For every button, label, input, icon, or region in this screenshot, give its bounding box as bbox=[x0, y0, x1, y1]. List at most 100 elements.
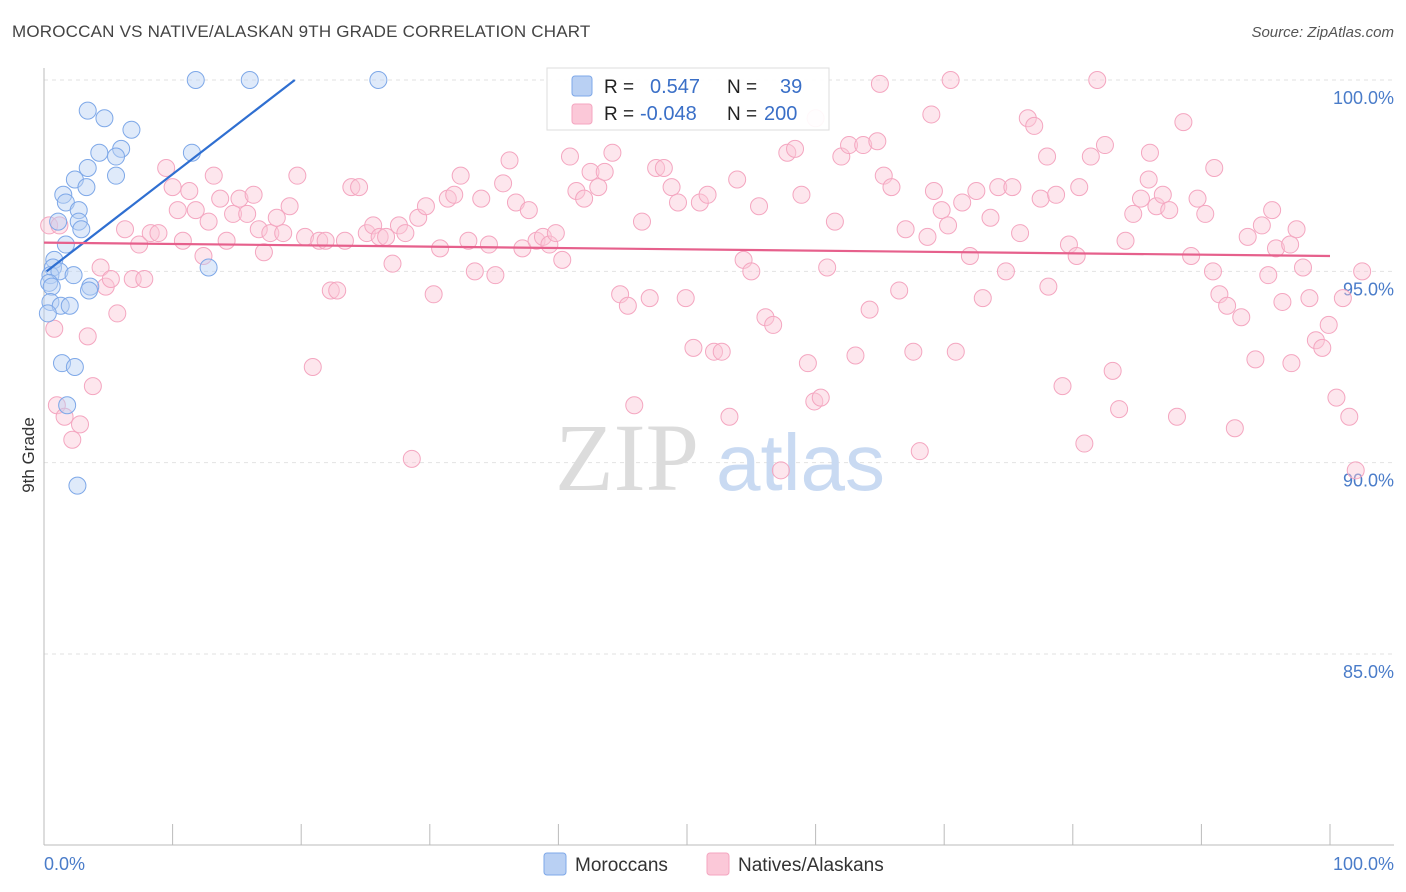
data-point bbox=[560, 147, 579, 166]
data-point bbox=[1174, 113, 1193, 132]
data-point bbox=[199, 258, 218, 277]
data-point bbox=[72, 220, 91, 239]
data-point bbox=[1196, 204, 1215, 223]
stats-n-value-1: 39 bbox=[780, 76, 802, 98]
watermark-zip: ZIP bbox=[555, 404, 699, 511]
stats-n-value-2: 200 bbox=[764, 103, 797, 125]
trend-lines bbox=[43, 79, 1331, 273]
data-point bbox=[1039, 277, 1058, 296]
data-point bbox=[60, 296, 79, 315]
data-point bbox=[1259, 266, 1278, 285]
data-point bbox=[1081, 147, 1100, 166]
data-point bbox=[896, 220, 915, 239]
stats-r-label-2: R = bbox=[604, 104, 634, 125]
data-point bbox=[1232, 308, 1251, 327]
data-point bbox=[618, 296, 637, 315]
data-point bbox=[249, 220, 268, 239]
data-point bbox=[163, 178, 182, 197]
data-point bbox=[846, 346, 865, 365]
data-point bbox=[71, 415, 90, 434]
data-point bbox=[575, 189, 594, 208]
legend-label-natives: Natives/Alaskans bbox=[738, 855, 884, 876]
y-axis-ticks: 100.0% 95.0% 90.0% 85.0% bbox=[1333, 88, 1394, 682]
data-point bbox=[91, 258, 110, 277]
data-point bbox=[186, 201, 205, 220]
data-point bbox=[204, 166, 223, 185]
data-point bbox=[595, 162, 614, 181]
data-point bbox=[238, 204, 257, 223]
data-point bbox=[486, 266, 505, 285]
y-tick-label: 95.0% bbox=[1343, 279, 1394, 299]
stats-r-value-1: 0.547 bbox=[650, 76, 700, 98]
stats-n-label-1: N = bbox=[727, 77, 757, 98]
data-point bbox=[389, 216, 408, 235]
data-point bbox=[141, 224, 160, 243]
data-point bbox=[1018, 109, 1037, 128]
data-point bbox=[494, 174, 513, 193]
data-point bbox=[632, 212, 651, 231]
data-point bbox=[267, 208, 286, 227]
data-point bbox=[396, 224, 415, 243]
data-point bbox=[581, 162, 600, 181]
data-point bbox=[589, 178, 608, 197]
stats-box: R = 0.547 N = 39 R = -0.048 N = 200 bbox=[546, 67, 830, 131]
data-point bbox=[90, 143, 109, 162]
data-point bbox=[186, 71, 205, 89]
legend-label-moroccans: Moroccans bbox=[575, 855, 668, 876]
data-point bbox=[1075, 434, 1094, 453]
data-point bbox=[78, 327, 97, 346]
data-point bbox=[904, 342, 923, 361]
stats-swatch-natives bbox=[571, 103, 593, 125]
data-point bbox=[712, 342, 731, 361]
data-point bbox=[41, 266, 60, 285]
stats-r-value-2: -0.048 bbox=[640, 103, 697, 125]
data-point bbox=[1188, 189, 1207, 208]
data-point bbox=[38, 304, 57, 323]
data-point bbox=[402, 449, 421, 468]
data-point bbox=[68, 476, 87, 495]
data-point bbox=[108, 304, 127, 323]
data-point bbox=[107, 147, 126, 166]
data-point bbox=[1025, 116, 1044, 135]
source-label: Source: ZipAtlas.com bbox=[1251, 24, 1394, 41]
data-point bbox=[684, 338, 703, 357]
data-point bbox=[720, 407, 739, 426]
data-point bbox=[882, 178, 901, 197]
data-point bbox=[80, 281, 99, 300]
stats-r-label-1: R = bbox=[604, 77, 634, 98]
x-tick-label-left: 0.0% bbox=[44, 854, 85, 874]
data-point bbox=[756, 308, 775, 327]
data-point bbox=[288, 166, 307, 185]
data-point bbox=[1266, 239, 1285, 258]
data-point bbox=[811, 388, 830, 407]
data-point bbox=[63, 430, 82, 449]
data-point bbox=[168, 201, 187, 220]
data-point bbox=[1313, 338, 1332, 357]
data-point bbox=[603, 143, 622, 162]
data-point bbox=[116, 220, 135, 239]
data-point bbox=[647, 159, 666, 178]
data-point bbox=[244, 185, 263, 204]
data-point bbox=[364, 216, 383, 235]
data-point bbox=[280, 197, 299, 216]
data-point bbox=[451, 166, 470, 185]
data-point bbox=[818, 258, 837, 277]
y-tick-label: 100.0% bbox=[1333, 88, 1394, 108]
data-point bbox=[519, 201, 538, 220]
data-point bbox=[1252, 216, 1271, 235]
data-point bbox=[1140, 143, 1159, 162]
data-point bbox=[424, 285, 443, 304]
data-point bbox=[122, 120, 141, 139]
data-point bbox=[41, 292, 60, 311]
data-point bbox=[1139, 170, 1158, 189]
data-point bbox=[1263, 201, 1282, 220]
data-point bbox=[1327, 388, 1346, 407]
data-point bbox=[798, 354, 817, 373]
data-point bbox=[64, 266, 83, 285]
data-point bbox=[1319, 315, 1338, 334]
data-point bbox=[1281, 235, 1300, 254]
legend-swatch-natives bbox=[706, 852, 730, 876]
data-point bbox=[1238, 227, 1257, 246]
data-point bbox=[303, 358, 322, 376]
